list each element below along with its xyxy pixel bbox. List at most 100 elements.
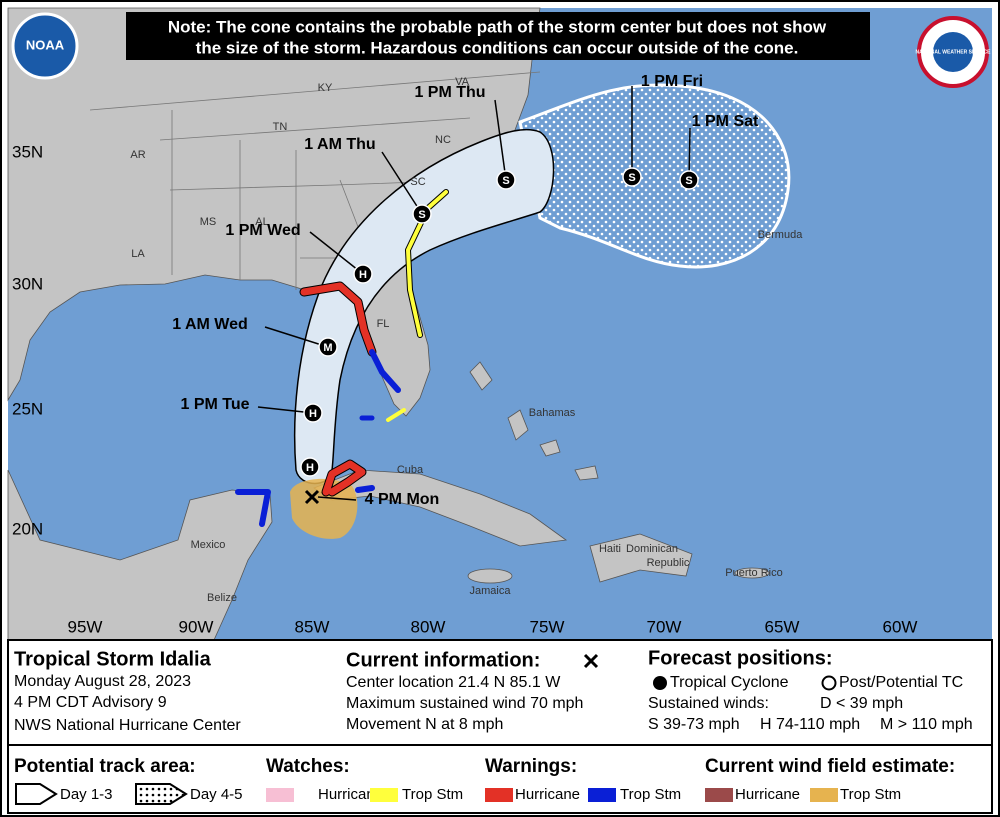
legend-heading: Current wind field estimate: bbox=[705, 756, 955, 777]
place-label: Puerto Rico bbox=[725, 567, 782, 579]
legend-swatch bbox=[370, 788, 398, 802]
current-info-line: Maximum sustained wind 70 mph bbox=[346, 695, 583, 712]
storm-name: Tropical Storm Idalia bbox=[14, 648, 212, 670]
leader-line bbox=[317, 496, 357, 501]
place-label: AL bbox=[255, 216, 268, 228]
place-label: KY bbox=[318, 82, 333, 94]
longitude-label: 80W bbox=[411, 617, 446, 636]
cone-day-1-3 bbox=[293, 128, 555, 485]
tropical-symbol bbox=[653, 676, 667, 690]
legend-swatch bbox=[810, 788, 838, 802]
latitude-label: 25N bbox=[12, 399, 43, 418]
intensity-letter: S bbox=[628, 172, 635, 184]
legend-text: Trop Stm bbox=[620, 786, 681, 803]
legend-heading: Warnings: bbox=[485, 756, 577, 777]
intensity-letter: H bbox=[309, 408, 317, 420]
longitude-label: 90W bbox=[179, 617, 214, 636]
longitude-label: 60W bbox=[883, 617, 918, 636]
longitude-label: 95W bbox=[68, 617, 103, 636]
forecast-point bbox=[318, 337, 338, 357]
legend-text: Sustained winds: bbox=[648, 695, 769, 712]
day-4-5-icon bbox=[135, 783, 188, 805]
legend-text: Day 1-3 bbox=[60, 786, 113, 803]
day-1-3-icon bbox=[15, 783, 58, 805]
place-label: Cuba bbox=[397, 464, 424, 476]
current-position bbox=[304, 489, 320, 505]
current-info-line: Movement N at 8 mph bbox=[346, 716, 503, 733]
place-label: TN bbox=[273, 121, 288, 133]
legend-text: Trop Stm bbox=[840, 786, 901, 803]
place-label: MS bbox=[200, 216, 217, 228]
current-symbol bbox=[583, 653, 599, 669]
legend-heading: Potential track area: bbox=[14, 756, 196, 777]
note-line: Note: The cone contains the probable pat… bbox=[168, 17, 827, 36]
forecast-point bbox=[300, 457, 320, 477]
forecast-time-label: 1 PM Wed bbox=[225, 222, 300, 239]
forecast-time-label: 1 PM Thu bbox=[414, 84, 485, 101]
place-label: AR bbox=[130, 149, 145, 161]
legend-text: Post/Potential TC bbox=[839, 674, 963, 691]
forecast-heading: Forecast positions: bbox=[648, 647, 832, 669]
intensity-letter: S bbox=[418, 209, 425, 221]
state-borders bbox=[89, 71, 541, 290]
legend-swatch bbox=[588, 788, 616, 802]
legend-swatch bbox=[266, 788, 294, 802]
legend-text: Hurricane bbox=[318, 786, 383, 803]
place-label: Jamaica bbox=[470, 585, 512, 597]
current-info-heading: Current information: bbox=[346, 649, 540, 671]
place-label: NC bbox=[435, 134, 451, 146]
latitude-label: 35N bbox=[12, 142, 43, 161]
place-label: Bahamas bbox=[529, 407, 576, 419]
place-label: LA bbox=[131, 248, 145, 260]
forecast-time-label: 1 PM Sat bbox=[692, 113, 759, 130]
longitude-label: 65W bbox=[765, 617, 800, 636]
forecast-time-label: 1 AM Wed bbox=[172, 316, 248, 333]
latitude-label: 20N bbox=[12, 519, 43, 538]
info-panel bbox=[7, 639, 993, 746]
intensity-letter: M bbox=[323, 342, 332, 354]
forecast-time-label: 1 AM Thu bbox=[304, 136, 375, 153]
leader-line bbox=[264, 326, 329, 348]
legend-swatch bbox=[485, 788, 513, 802]
longitude-label: 70W bbox=[647, 617, 682, 636]
legend-text: Day 4-5 bbox=[190, 786, 243, 803]
place-label: Republic bbox=[647, 557, 690, 569]
legend-text: Hurricane bbox=[515, 786, 580, 803]
legend-text: Hurricane bbox=[735, 786, 800, 803]
note-box bbox=[126, 12, 870, 60]
place-label: Haiti bbox=[599, 543, 621, 555]
place-label: Dominican bbox=[626, 543, 678, 555]
forecast-point bbox=[622, 167, 642, 187]
leader-line bbox=[309, 231, 364, 275]
longitude-label: 75W bbox=[530, 617, 565, 636]
forecast-point bbox=[353, 264, 373, 284]
storm-date: Monday August 28, 2023 bbox=[14, 673, 191, 690]
intensity-letter: S bbox=[502, 175, 509, 187]
nws-text: NATIONAL WEATHER SERVICE bbox=[916, 49, 992, 55]
forecast-point bbox=[303, 403, 323, 423]
legend-swatch bbox=[705, 788, 733, 802]
intensity-letter: H bbox=[306, 462, 314, 474]
storm-source: NWS National Hurricane Center bbox=[14, 717, 241, 734]
place-label: VA bbox=[455, 76, 470, 88]
place-label: FL bbox=[377, 318, 390, 330]
current-position-label: 4 PM Mon bbox=[365, 491, 440, 508]
place-label: Bermuda bbox=[758, 229, 804, 241]
coastal-alerts bbox=[235, 189, 449, 527]
forecast-point bbox=[679, 170, 699, 190]
cone-day-4-5 bbox=[518, 83, 791, 269]
legend-text: S 39-73 mph bbox=[648, 716, 740, 733]
intensity-letter: S bbox=[685, 175, 692, 187]
land bbox=[7, 7, 770, 641]
legend-text: Trop Stm bbox=[402, 786, 463, 803]
leader-line bbox=[381, 151, 423, 215]
forecast-time-label: 1 PM Fri bbox=[641, 73, 703, 90]
nws-logo-inner bbox=[933, 32, 973, 72]
latitude-label: 30N bbox=[12, 274, 43, 293]
forecast-point bbox=[496, 170, 516, 190]
place-label: SC bbox=[410, 176, 425, 188]
legend-text: M > 110 mph bbox=[880, 716, 973, 733]
storm-advisory: 4 PM CDT Advisory 9 bbox=[14, 694, 167, 711]
place-label: Belize bbox=[207, 592, 237, 604]
